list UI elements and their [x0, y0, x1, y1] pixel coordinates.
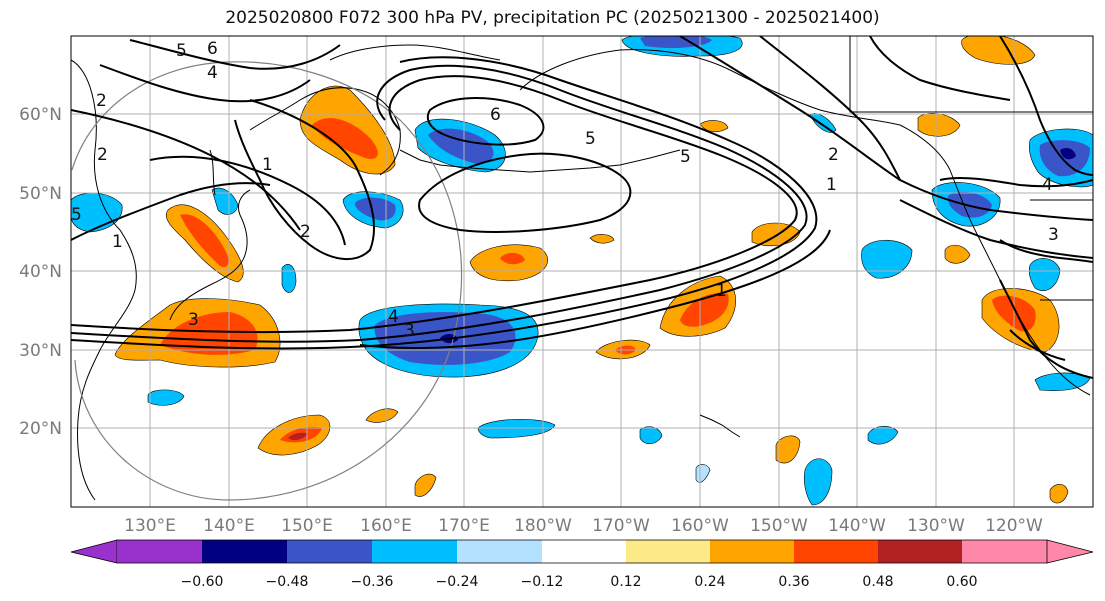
colorbar-tick: 0.12: [610, 574, 641, 590]
longitude-labels: 130°E 140°E 150°E 160°E 170°E 180°W 170°…: [124, 516, 1043, 536]
precip-negative-region: [477, 418, 556, 439]
colorbar-segment: [117, 540, 202, 563]
precip-positive-region: [961, 36, 1036, 65]
contour-label: 1: [716, 281, 727, 301]
contour-label: 1: [826, 175, 837, 195]
colorbar-segment: [287, 540, 372, 563]
contour-label: 6: [207, 39, 218, 59]
colorbar-segment: [457, 540, 542, 563]
precip-negative-region: [947, 191, 992, 218]
precip-negative-region: [1028, 258, 1061, 291]
lon-label: 170°E: [438, 516, 490, 536]
contour-label: 5: [71, 205, 82, 225]
contour-label: 3: [404, 321, 415, 341]
colorbar-segment: [202, 540, 287, 563]
map-title: 2025020800 F072 300 hPa PV, precipitatio…: [225, 8, 880, 28]
contour-label: 4: [1042, 175, 1053, 195]
lon-label: 140°E: [203, 516, 255, 536]
colorbar: −0.60 −0.48 −0.36 −0.24 −0.12 0.12 0.24 …: [70, 539, 1094, 590]
colorbar-segment: [626, 540, 710, 563]
precip-positive-region: [944, 244, 971, 264]
lon-label: 140°W: [828, 516, 886, 536]
gray-circle: [71, 61, 463, 501]
gray-circle: [74, 359, 230, 501]
colorbar-segment: [794, 540, 878, 563]
colorbar-tick: −0.36: [351, 574, 394, 590]
precip-positive-region: [680, 293, 729, 327]
lon-label: 180°W: [514, 516, 572, 536]
contour-label: 3: [1048, 225, 1059, 245]
precip-positive-region: [365, 408, 399, 423]
lat-label: 60°N: [19, 105, 62, 125]
precip-negative-region: [639, 426, 663, 445]
precip-negative-region: [803, 458, 833, 506]
precip-positive-region: [288, 432, 308, 441]
precip-positive-region: [775, 435, 801, 464]
precip-positive-region: [414, 473, 437, 497]
colorbar-tick: −0.48: [266, 574, 309, 590]
contour-label: 5: [176, 41, 187, 61]
contour-label: 1: [262, 155, 273, 175]
precip-negative-region: [428, 128, 494, 164]
contour-label: 5: [680, 147, 691, 167]
colorbar-segment: [542, 540, 626, 563]
lon-label: 170°W: [592, 516, 650, 536]
precip-negative-region: [1060, 148, 1076, 160]
contour-label: 2: [97, 145, 108, 165]
lon-label: 160°E: [360, 516, 412, 536]
colorbar-segment: [372, 540, 457, 563]
contour-label: 2: [300, 222, 311, 242]
contour-label: 4: [207, 63, 218, 83]
lat-label: 40°N: [19, 262, 62, 282]
contour-label-group: 6 5 4 2 2 1 1 2 6 5 5 2 1 4 3 1 4 3 3 5: [71, 39, 1059, 341]
precip-positive-region: [180, 214, 229, 268]
precip-negative-region: [211, 187, 239, 215]
colorbar-tick: −0.12: [521, 574, 564, 590]
colorbar-tick: 0.24: [694, 574, 725, 590]
contour-label: 6: [490, 105, 501, 125]
latitude-labels: 60°N 50°N 40°N 30°N 20°N: [19, 105, 62, 439]
precip-positive-region: [1049, 483, 1069, 504]
lon-label: 120°W: [985, 516, 1043, 536]
lon-label: 130°W: [907, 516, 965, 536]
colorbar-segment: [962, 540, 1047, 563]
precip-positive-region: [312, 118, 378, 159]
precip-positive-region: [160, 312, 258, 355]
colorbar-tick: 0.60: [946, 574, 977, 590]
pv-contours: [71, 36, 1093, 379]
colorbar-min-extend: [70, 539, 118, 564]
colorbar-tick: −0.60: [181, 574, 224, 590]
precip-negative-region: [355, 197, 396, 221]
map-border: [70, 35, 1094, 508]
colorbar-tick: 0.36: [778, 574, 809, 590]
colorbar-tick: −0.24: [436, 574, 479, 590]
contour-label: 5: [585, 129, 596, 149]
contour-label: 3: [188, 310, 199, 330]
lat-label: 50°N: [19, 184, 62, 204]
contour-label: 2: [828, 145, 839, 165]
lon-label: 150°W: [750, 516, 808, 536]
graticule: [71, 36, 1093, 507]
precip-positive-region: [589, 234, 615, 244]
contour-label: 4: [388, 307, 399, 327]
lon-label: 150°E: [281, 516, 333, 536]
colorbar-segment: [878, 540, 962, 563]
contour-label: 1: [112, 232, 123, 252]
precip-positive-region: [699, 120, 729, 133]
lon-label: 160°W: [671, 516, 729, 536]
lon-label: 130°E: [124, 516, 176, 536]
colorbar-max-extend: [1046, 539, 1094, 564]
precip-positive-region: [500, 252, 525, 265]
lat-label: 30°N: [19, 341, 62, 361]
colorbar-segment: [710, 540, 794, 563]
lat-label: 20°N: [19, 419, 62, 439]
precip-negative-region: [147, 389, 185, 406]
colorbar-tick: 0.48: [862, 574, 893, 590]
precipitation-shading: [71, 36, 1093, 506]
contour-label: 2: [96, 91, 107, 111]
